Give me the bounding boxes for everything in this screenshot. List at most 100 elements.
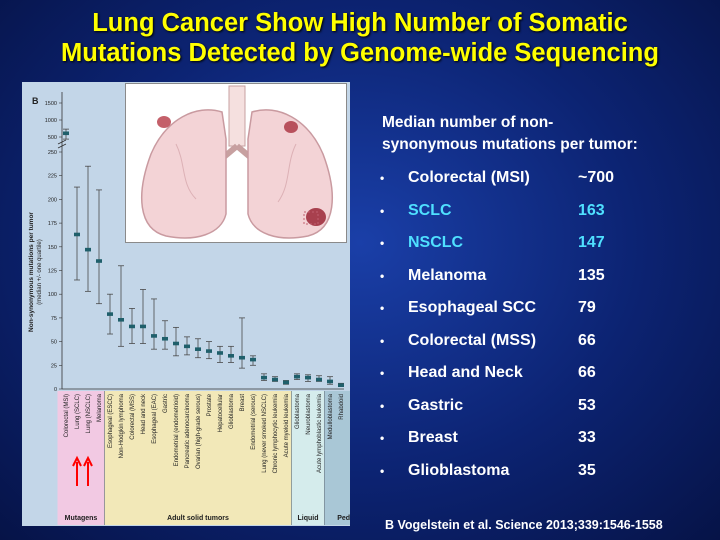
- tumor-value: 79: [578, 299, 596, 316]
- median-marker: [129, 324, 135, 329]
- category-label: Acute lymphoblastic leukemia: [317, 393, 323, 473]
- category-label: Glioblastoma: [295, 393, 301, 429]
- category-label: Medulloblastoma: [328, 393, 334, 439]
- group-band: [291, 391, 325, 525]
- median-marker: [85, 247, 91, 252]
- y-axis-subtitle: (median +/- one quartile): [37, 239, 43, 305]
- tumor-value: 147: [578, 234, 605, 251]
- category-label: Acute myeloid leukemia: [284, 393, 290, 457]
- bullet-icon: •: [380, 333, 385, 348]
- median-marker: [162, 336, 168, 341]
- category-label: Neuroblastoma: [306, 393, 312, 434]
- title-line-1: Lung Cancer Show High Number of Somatic: [92, 9, 628, 37]
- median-marker: [107, 312, 113, 316]
- category-label: Lung (never smoked NSCLC): [262, 394, 268, 473]
- median-marker: [74, 232, 80, 237]
- list-item: • Glioblastoma 35: [380, 459, 700, 483]
- category-label: Glioblastoma: [229, 393, 235, 429]
- category-label: Melanoma: [97, 393, 103, 422]
- tumor-name: Colorectal (MSS): [408, 331, 537, 349]
- y-tick-label: 500: [48, 135, 57, 141]
- category-label: Colorectal (MSS): [130, 394, 136, 440]
- citation: B Vogelstein et al. Science 2013;339:154…: [385, 518, 663, 532]
- bullet-icon: •: [380, 236, 385, 250]
- arrow-head: [72, 455, 82, 467]
- tumor-name: SCLC: [408, 201, 452, 219]
- category-label: Endometrial (serous): [251, 394, 257, 450]
- median-marker: [217, 351, 223, 355]
- category-label: Colorectal (MSI): [64, 394, 70, 437]
- category-label: Hepatocellular: [218, 394, 224, 432]
- median-marker: [294, 374, 300, 379]
- tumor-name: NSCLC: [408, 234, 464, 251]
- mutations-chart: Mutagens Adult solid tumors Liquid Pediatri…: [28, 92, 350, 525]
- group-label: Mutagens: [65, 515, 98, 522]
- median-marker: [327, 379, 333, 384]
- median-marker: [272, 377, 278, 382]
- list-item: • NSCLC 147: [380, 231, 700, 255]
- y-tick-label: 150: [48, 245, 57, 251]
- bullet-icon: •: [380, 398, 385, 413]
- median-marker: [250, 357, 256, 362]
- list-item: • Melanoma 135: [380, 264, 700, 288]
- category-label: Esophageal (ESCC): [108, 394, 114, 448]
- info-heading-line-1: Median number of non-: [382, 114, 554, 131]
- median-marker: [118, 317, 124, 322]
- tumor-name: Glioblastoma: [408, 461, 510, 479]
- bullet-icon: •: [380, 268, 385, 283]
- median-marker: [239, 355, 245, 360]
- tumor-name: Melanoma: [408, 266, 487, 284]
- list-item: • Colorectal (MSI) ~700: [380, 166, 700, 190]
- category-label: Ovarian (high-grade serous): [196, 394, 202, 469]
- median-marker: [206, 349, 212, 353]
- list-item: • Esophageal SCC 79: [380, 296, 700, 320]
- group-label: Pediatric: [337, 515, 350, 522]
- tumor-name: Gastric: [408, 396, 464, 414]
- median-marker: [63, 131, 69, 136]
- bullet-icon: •: [380, 171, 385, 185]
- y-tick-label: 100: [48, 292, 57, 298]
- y-axis-title: Non-synonymous mutations per tumor: [28, 212, 35, 332]
- category-label: Rhabdoid: [339, 394, 345, 420]
- list-item: • Head and Neck 66: [380, 361, 700, 385]
- tumor-value: 53: [578, 396, 596, 414]
- info-heading-line-2: synonymous mutations per tumor:: [382, 136, 638, 153]
- list-item: • SCLC 163: [380, 199, 700, 223]
- median-marker: [140, 324, 146, 329]
- tumor-value: 66: [578, 364, 596, 381]
- category-label: Lung (NSCLC): [86, 394, 92, 433]
- lung-image: [141, 85, 333, 239]
- slide-title: Lung Cancer Show High Number of Somatic …: [0, 8, 720, 68]
- category-label: Breast: [240, 394, 246, 412]
- median-marker: [283, 380, 289, 385]
- tumor-name: Head and Neck: [408, 364, 523, 381]
- median-marker: [305, 375, 311, 380]
- tumor-value: ~700: [578, 169, 615, 186]
- category-label: Prostate: [207, 393, 213, 416]
- panel-letter: B: [32, 96, 39, 106]
- axis-break-mark: [57, 143, 67, 149]
- lung-illustration: [125, 83, 347, 243]
- y-tick-label: 250: [48, 150, 57, 156]
- group-band: [57, 391, 105, 525]
- tumor-name: Esophageal SCC: [408, 299, 537, 316]
- tumor-name: Breast: [408, 429, 458, 446]
- y-tick-label: 75: [51, 316, 57, 322]
- group-band: [104, 391, 292, 525]
- group-band: [324, 391, 350, 525]
- median-marker: [151, 334, 157, 338]
- tumor-value: 66: [578, 331, 596, 349]
- median-marker: [184, 344, 190, 349]
- median-marker: [173, 341, 179, 346]
- y-tick-label: 125: [48, 269, 57, 275]
- median-marker: [261, 375, 267, 380]
- category-label: Pancreatic adenocarcinoma: [185, 393, 191, 468]
- category-label: Head and neck: [141, 393, 147, 434]
- tumor-value: 35: [578, 461, 596, 479]
- tumor-name: Colorectal (MSI): [408, 169, 530, 186]
- info-heading: Median number of non- synonymous mutatio…: [382, 112, 638, 156]
- y-tick-label: 0: [54, 387, 57, 393]
- category-label: Endometrial (endometrioid): [174, 394, 180, 466]
- group-label: Liquid: [298, 515, 319, 522]
- y-tick-label: 200: [48, 197, 57, 203]
